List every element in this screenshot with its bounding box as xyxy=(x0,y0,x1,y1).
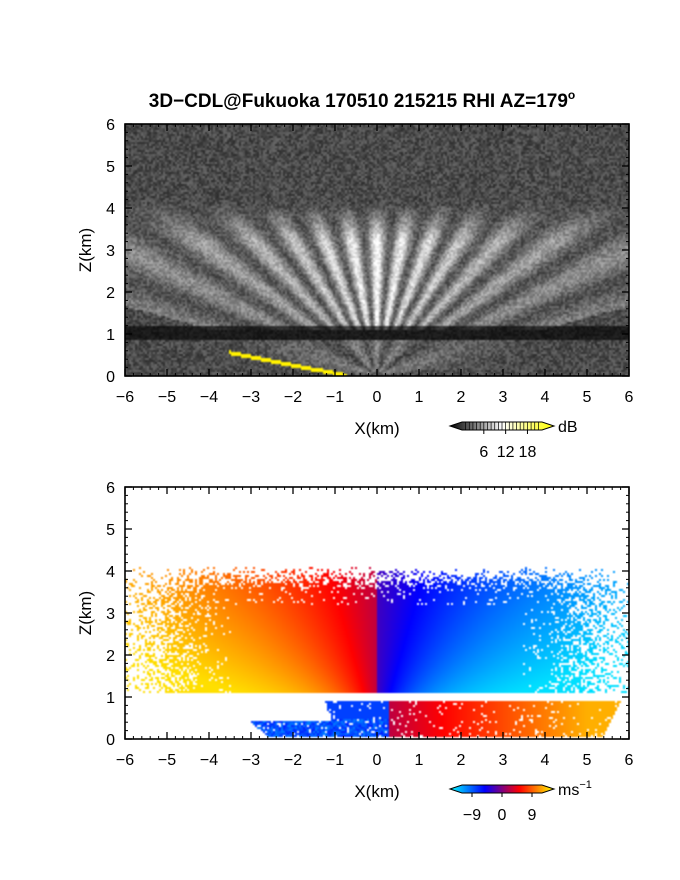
x-tick-label: −1 xyxy=(326,389,344,406)
y-tick-label: 2 xyxy=(106,648,115,665)
x-tick-label: 1 xyxy=(415,752,424,769)
reflectivity-heatmap xyxy=(125,124,629,376)
y-tick-label: 6 xyxy=(106,117,115,134)
x-tick-label: 5 xyxy=(583,389,592,406)
x-tick-label: −3 xyxy=(242,389,260,406)
y-tick-label: 2 xyxy=(106,285,115,302)
y-tick-label: 4 xyxy=(106,201,115,218)
colorbar-tick-label: −9 xyxy=(463,807,481,824)
chart-title: 3D−CDL@Fukuoka 170510 215215 RHI AZ=179o xyxy=(149,88,576,112)
colorbar-tick-label: 6 xyxy=(479,444,488,461)
x-tick-label: −2 xyxy=(284,389,302,406)
bottom-colorbar: −9 0 9 ms−1 xyxy=(448,779,592,824)
x-tick-label: 4 xyxy=(541,752,550,769)
colorbar-tick-label: 12 xyxy=(497,444,515,461)
x-tick-label: −2 xyxy=(284,752,302,769)
y-tick-label: 1 xyxy=(106,327,115,344)
colorbar-tick-label: 18 xyxy=(519,444,537,461)
x-tick-label: 5 xyxy=(583,752,592,769)
colorbar-unit: ms−1 xyxy=(558,779,592,799)
x-tick-label: 0 xyxy=(373,389,382,406)
x-tick-label: 2 xyxy=(457,389,466,406)
x-axis-label: X(km) xyxy=(354,419,399,438)
x-tick-label: 3 xyxy=(499,389,508,406)
y-tick-label: 0 xyxy=(106,732,115,749)
x-tick-label: −6 xyxy=(116,389,134,406)
bottom-axes: −6 −5 −4 −3 −2 −1 0 1 2 3 4 5 6 0 1 2 3 4 5 6 X(km) Z(km) xyxy=(76,480,634,801)
x-tick-label: −6 xyxy=(116,752,134,769)
velocity-heatmap xyxy=(125,487,629,739)
x-axis-label: X(km) xyxy=(354,782,399,801)
x-tick-label: −4 xyxy=(200,389,218,406)
x-tick-label: −5 xyxy=(158,752,176,769)
y-axis-label: Z(km) xyxy=(76,228,95,272)
colorbar-bar xyxy=(448,784,556,794)
y-axis-label: Z(km) xyxy=(76,591,95,635)
colorbar-unit: dB xyxy=(558,419,578,436)
y-tick-label: 5 xyxy=(106,159,115,176)
x-tick-label: 2 xyxy=(457,752,466,769)
y-tick-label: 3 xyxy=(106,606,115,623)
y-tick-label: 5 xyxy=(106,522,115,539)
top-axes: −6 −5 −4 −3 −2 −1 0 1 2 3 4 5 6 0 1 2 3 4 5 6 X(km) Z(km) xyxy=(76,117,634,438)
x-tick-label: 0 xyxy=(373,752,382,769)
y-tick-label: 1 xyxy=(106,690,115,707)
y-tick-label: 3 xyxy=(106,243,115,260)
x-tick-label: 6 xyxy=(625,389,634,406)
top-colorbar: 6 12 18 dB xyxy=(448,419,578,461)
colorbar-tick-label: 9 xyxy=(528,807,537,824)
x-tick-label: −4 xyxy=(200,752,218,769)
bottom-panel: −6 −5 −4 −3 −2 −1 0 1 2 3 4 5 6 0 1 2 3 4 5 6 X(km) Z(km) −9 0… xyxy=(76,480,634,824)
colorbar-tick-label: 0 xyxy=(498,807,507,824)
y-tick-label: 0 xyxy=(106,369,115,386)
x-tick-label: 1 xyxy=(415,389,424,406)
y-tick-label: 6 xyxy=(106,480,115,497)
x-tick-label: −5 xyxy=(158,389,176,406)
x-tick-label: −3 xyxy=(242,752,260,769)
x-tick-label: 3 xyxy=(499,752,508,769)
x-tick-label: 4 xyxy=(541,389,550,406)
x-tick-label: −1 xyxy=(326,752,344,769)
x-tick-label: 6 xyxy=(625,752,634,769)
y-tick-label: 4 xyxy=(106,564,115,581)
